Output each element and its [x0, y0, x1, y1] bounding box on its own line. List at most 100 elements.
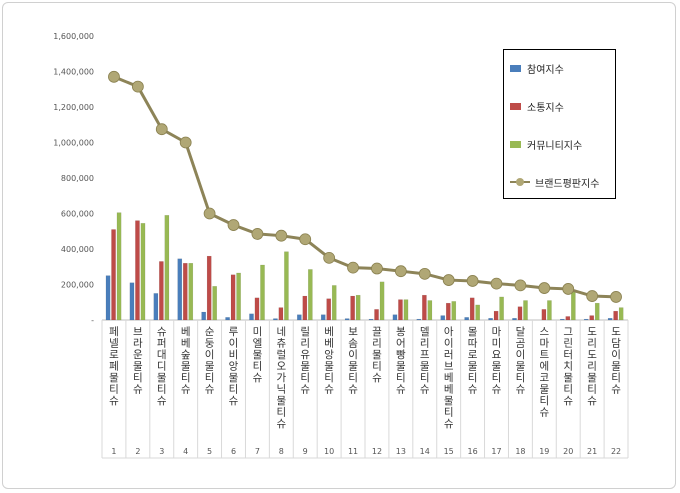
bar-0 [320, 314, 326, 321]
bar-0 [225, 317, 230, 321]
category-index: 19 [539, 447, 549, 456]
bar-1 [613, 310, 618, 321]
bar-2 [547, 300, 552, 321]
category-index: 6 [231, 447, 236, 456]
brand-point [251, 228, 264, 240]
bar-1 [589, 315, 595, 321]
y-tick-label: 800,000 [61, 174, 94, 183]
brand-point [347, 261, 359, 274]
bar-0 [153, 293, 159, 321]
category-index: 18 [515, 447, 525, 456]
bar-2 [260, 264, 265, 321]
brand-point [275, 229, 288, 242]
bar-1 [254, 297, 260, 321]
y-tick-label: 1,600,000 [53, 32, 94, 41]
bar-1 [541, 309, 547, 321]
brand-point [155, 123, 168, 136]
brand-line [108, 70, 622, 303]
bar-2 [140, 223, 146, 321]
bar-0 [297, 314, 302, 321]
category-index: 7 [255, 447, 260, 456]
y-tick-label: 200,000 [61, 281, 94, 290]
bar-2 [618, 307, 624, 321]
y-tick-label: - [91, 316, 94, 325]
bar-1 [398, 299, 403, 321]
brand-point [371, 262, 383, 275]
bar-0 [416, 318, 422, 321]
legend-line-marker [510, 177, 530, 187]
bar-0 [392, 314, 398, 321]
bar-1 [493, 310, 499, 321]
bar-2 [331, 285, 337, 321]
category-index: 3 [159, 447, 164, 456]
bar-1 [374, 309, 379, 321]
legend: 참여지수 소통지수 커뮤니티지수 브랜드평판지수 [503, 49, 616, 199]
legend-label: 브랜드평판지수 [535, 178, 600, 190]
bar-0 [560, 318, 565, 321]
bar-2 [284, 251, 289, 321]
bar-1 [445, 302, 451, 321]
bar-2 [523, 300, 528, 321]
category-index: 2 [135, 447, 140, 456]
bar-2 [451, 301, 457, 321]
brand-point [418, 267, 431, 280]
category-index: 5 [207, 447, 212, 456]
brand-point [466, 275, 479, 287]
bar-2 [403, 299, 409, 321]
bar-1 [326, 298, 332, 321]
legend-swatch-communication [510, 102, 521, 110]
legend-swatch-participation [510, 64, 521, 72]
bar-1 [350, 295, 355, 321]
chart-frame [2, 2, 676, 489]
legend-item-brand: 브랜드평판지수 [510, 175, 600, 190]
category-index: 10 [324, 447, 334, 456]
brand-point [323, 251, 336, 264]
category-index: 4 [183, 447, 188, 456]
legend-item-communication: 소통지수 [510, 99, 564, 114]
legend-item-participation: 참여지수 [510, 61, 564, 76]
brand-line-path [113, 75, 617, 299]
brand-point [394, 265, 407, 278]
bar-2 [379, 281, 385, 321]
bar-0 [488, 318, 493, 321]
y-tick-label: 1,000,000 [53, 139, 94, 148]
bar-1 [111, 229, 116, 321]
bar-1 [517, 306, 523, 321]
brand-point [586, 290, 599, 302]
bar-2 [571, 290, 576, 321]
brand-point [610, 291, 622, 303]
brand-point [514, 279, 527, 292]
bar-1 [135, 220, 140, 321]
category-index: 9 [303, 447, 308, 456]
bar-2 [475, 304, 480, 321]
brand-point [538, 282, 551, 294]
bar-0 [464, 317, 469, 321]
bars [105, 212, 624, 321]
category-index: 13 [396, 447, 406, 456]
brand-point [203, 207, 216, 220]
bar-1 [230, 274, 236, 321]
bar-0 [512, 318, 517, 321]
bar-2 [355, 294, 361, 321]
bar-1 [278, 307, 284, 321]
bar-1 [469, 297, 475, 321]
category-index: 16 [467, 447, 477, 456]
bar-0 [249, 313, 254, 321]
brand-point [108, 70, 120, 83]
bar-2 [188, 263, 194, 321]
